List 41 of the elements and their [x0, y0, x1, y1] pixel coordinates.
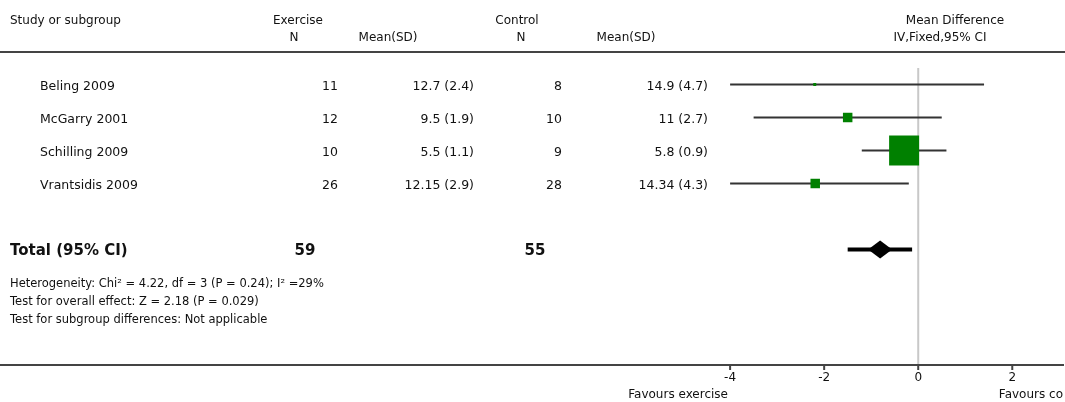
- text: Favours exercise: [628, 387, 728, 401]
- text: 9.5 (1.9): [420, 110, 474, 125]
- text: 10: [322, 143, 338, 158]
- chart-title: Mean Difference: [905, 13, 1005, 27]
- text: 11: [322, 77, 338, 92]
- text: Control: [495, 13, 539, 27]
- x-tick-label: 0: [914, 369, 923, 384]
- text: McGarry 2001: [40, 110, 129, 125]
- text: 9: [554, 143, 562, 158]
- text: Beling 2009: [40, 77, 115, 92]
- text: Schilling 2009: [40, 143, 129, 158]
- text: 26: [322, 176, 338, 191]
- text: Test for subgroup differences: Not applicable: [10, 312, 268, 326]
- text: Vrantsidis 2009: [40, 176, 138, 191]
- x-tick-label: 2: [1008, 369, 1017, 384]
- text: 11 (2.7): [658, 110, 708, 125]
- text: Heterogeneity: Chi² = 4.22, df = 3 (P = 0.24); I² =29%: [10, 276, 324, 290]
- text: Favours co: [998, 387, 1063, 401]
- text: Mean(SD): [358, 30, 418, 44]
- text: 55: [524, 240, 546, 259]
- text: 8: [554, 77, 562, 92]
- text: 59: [294, 240, 316, 259]
- text: N: [516, 30, 526, 44]
- text: Study or subgroup: [10, 13, 121, 27]
- x-tick-label: -4: [724, 369, 737, 384]
- text: Total (95% CI): [10, 240, 128, 259]
- text: Test for overall effect: Z = 2.18 (P = 0.029): [10, 294, 259, 308]
- text: 5.8 (0.9): [654, 143, 708, 158]
- text: Exercise: [273, 13, 323, 27]
- text: 12: [322, 110, 338, 125]
- text: Mean(SD): [596, 30, 656, 44]
- text: N: [289, 30, 299, 44]
- text: 14.9 (4.7): [646, 77, 708, 92]
- text: 10: [546, 110, 562, 125]
- text: 28: [546, 176, 562, 191]
- chart-subtitle: IV,Fixed,95% CI: [893, 30, 987, 44]
- text: 14.34 (4.3): [638, 176, 708, 191]
- text: 5.5 (1.1): [420, 143, 474, 158]
- text: 12.7 (2.4): [412, 77, 474, 92]
- x-tick-label: -2: [818, 369, 831, 384]
- text: 12.15 (2.9): [404, 176, 474, 191]
